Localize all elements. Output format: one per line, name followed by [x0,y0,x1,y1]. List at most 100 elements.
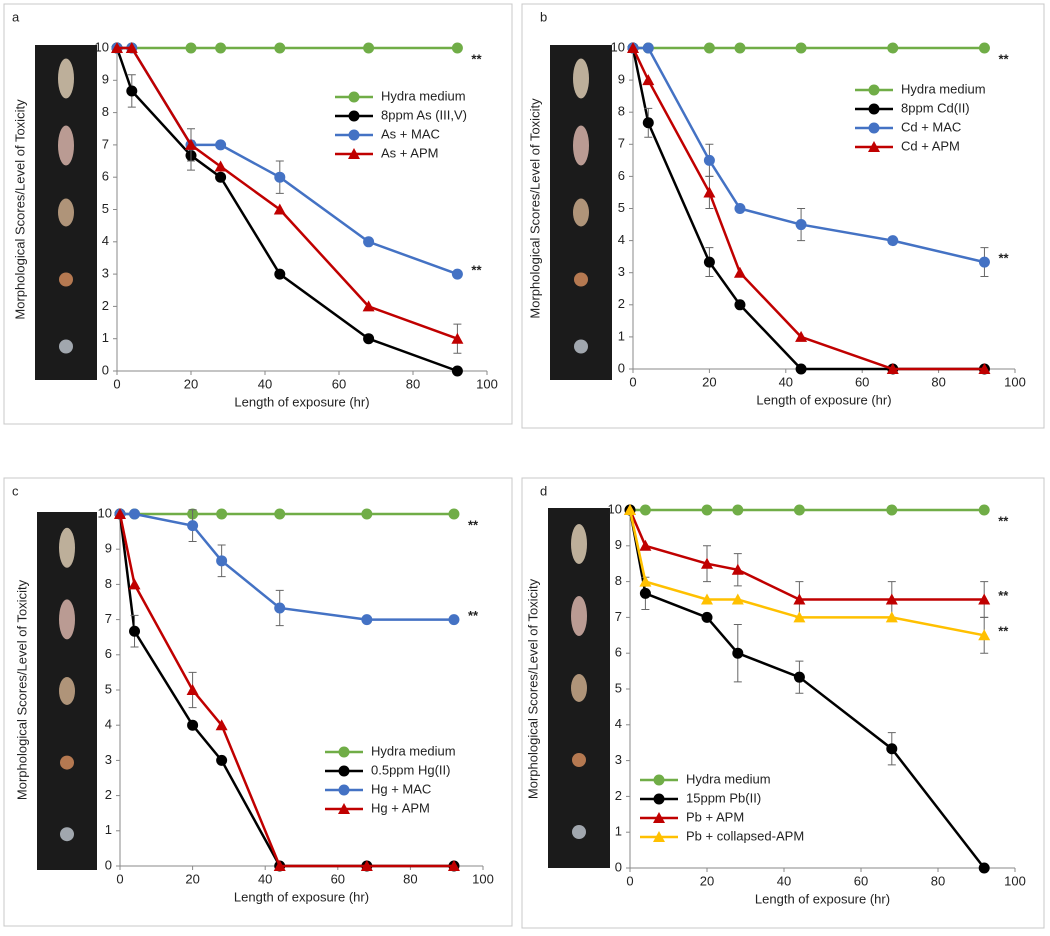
hydra-photo [60,755,74,770]
panel-label: b [540,9,547,24]
marker [703,186,716,198]
hydra-photo [573,198,589,227]
x-tick-label: 60 [332,376,346,391]
panel-border [521,477,1045,929]
marker [701,593,713,605]
marker [447,860,460,871]
marker [129,625,141,637]
y-tick-label: 6 [615,645,622,660]
y-tick-label: 1 [102,330,109,345]
legend-marker [868,122,880,134]
x-axis-title: Length of exposure (hr) [756,392,891,407]
marker [216,508,228,520]
marker [642,117,654,129]
legend-label: As + MAC [381,126,440,141]
x-tick-label: 100 [1004,374,1026,389]
marker [793,504,805,516]
marker [360,860,373,871]
x-tick-label: 100 [472,871,494,886]
legend-marker [338,784,350,796]
marker [215,42,227,54]
marker [793,593,806,605]
y-tick-label: 3 [102,266,109,281]
marker [978,504,990,516]
x-axis-title: Length of exposure (hr) [755,891,890,906]
marker [703,154,715,166]
panel-label: a [12,9,20,24]
x-tick-label: 60 [855,374,869,389]
legend-marker [653,774,665,786]
hydra-photo [573,58,589,99]
x-tick-label: 20 [184,376,198,391]
y-tick-label: 2 [615,788,622,803]
marker [639,539,652,551]
y-tick-label: 8 [102,104,109,119]
y-tick-label: 10 [608,501,622,516]
marker [363,236,375,248]
y-tick-label: 7 [105,611,112,626]
marker [642,42,654,54]
marker [451,332,464,344]
marker [214,160,227,172]
legend-label: Cd + APM [901,138,960,153]
marker [795,363,807,375]
y-tick-label: 10 [611,39,625,54]
marker [215,171,227,183]
legend-marker [868,84,880,96]
legend-marker [348,110,360,122]
y-tick-label: 9 [102,72,109,87]
annotation: ** [998,251,1009,266]
marker [186,684,199,695]
marker [703,256,715,268]
marker [732,504,744,516]
marker [273,860,286,871]
marker [274,268,286,280]
marker [886,363,899,374]
panel-border [3,3,513,425]
x-axis-title: Length of exposure (hr) [234,889,369,904]
y-tick-label: 10 [95,39,109,54]
y-tick-label: 0 [105,857,112,872]
marker [701,557,713,569]
marker [887,235,899,247]
series-line [633,46,985,264]
y-tick-label: 5 [105,681,112,696]
x-tick-label: 80 [931,873,945,888]
hydra-photo [58,198,74,227]
marker [793,611,806,623]
y-tick-label: 1 [105,822,112,837]
x-tick-label: 20 [185,871,199,886]
marker [274,171,286,183]
legend-marker [338,746,350,758]
y-tick-label: 0 [102,362,109,377]
y-tick-label: 4 [105,717,112,732]
annotation: ** [998,51,1009,66]
y-tick-label: 8 [105,576,112,591]
x-tick-label: 0 [113,376,120,391]
marker [451,268,463,280]
legend-label: Hg + MAC [371,781,431,796]
marker [701,611,713,623]
legend-label: Hydra medium [371,743,456,758]
marker [363,42,375,54]
y-axis-title: Morphological Scores/Level of Toxicity [14,579,29,800]
legend-marker [348,91,360,103]
marker [363,333,375,345]
marker [624,504,636,515]
series-line [117,46,458,276]
marker [642,74,655,86]
panel-label: c [12,483,19,498]
marker [734,42,746,54]
y-tick-label: 10 [98,505,112,520]
legend-label: Pb + collapsed-APM [686,828,804,843]
y-axis-title: Morphological Scores/Level of Toxicity [527,98,542,319]
hydra-photo [59,677,75,705]
y-tick-label: 6 [618,168,625,183]
hydra-photo [573,125,589,166]
panel-border [3,477,513,927]
x-axis-title: Length of exposure (hr) [234,394,369,409]
hydra-photo [572,753,586,767]
